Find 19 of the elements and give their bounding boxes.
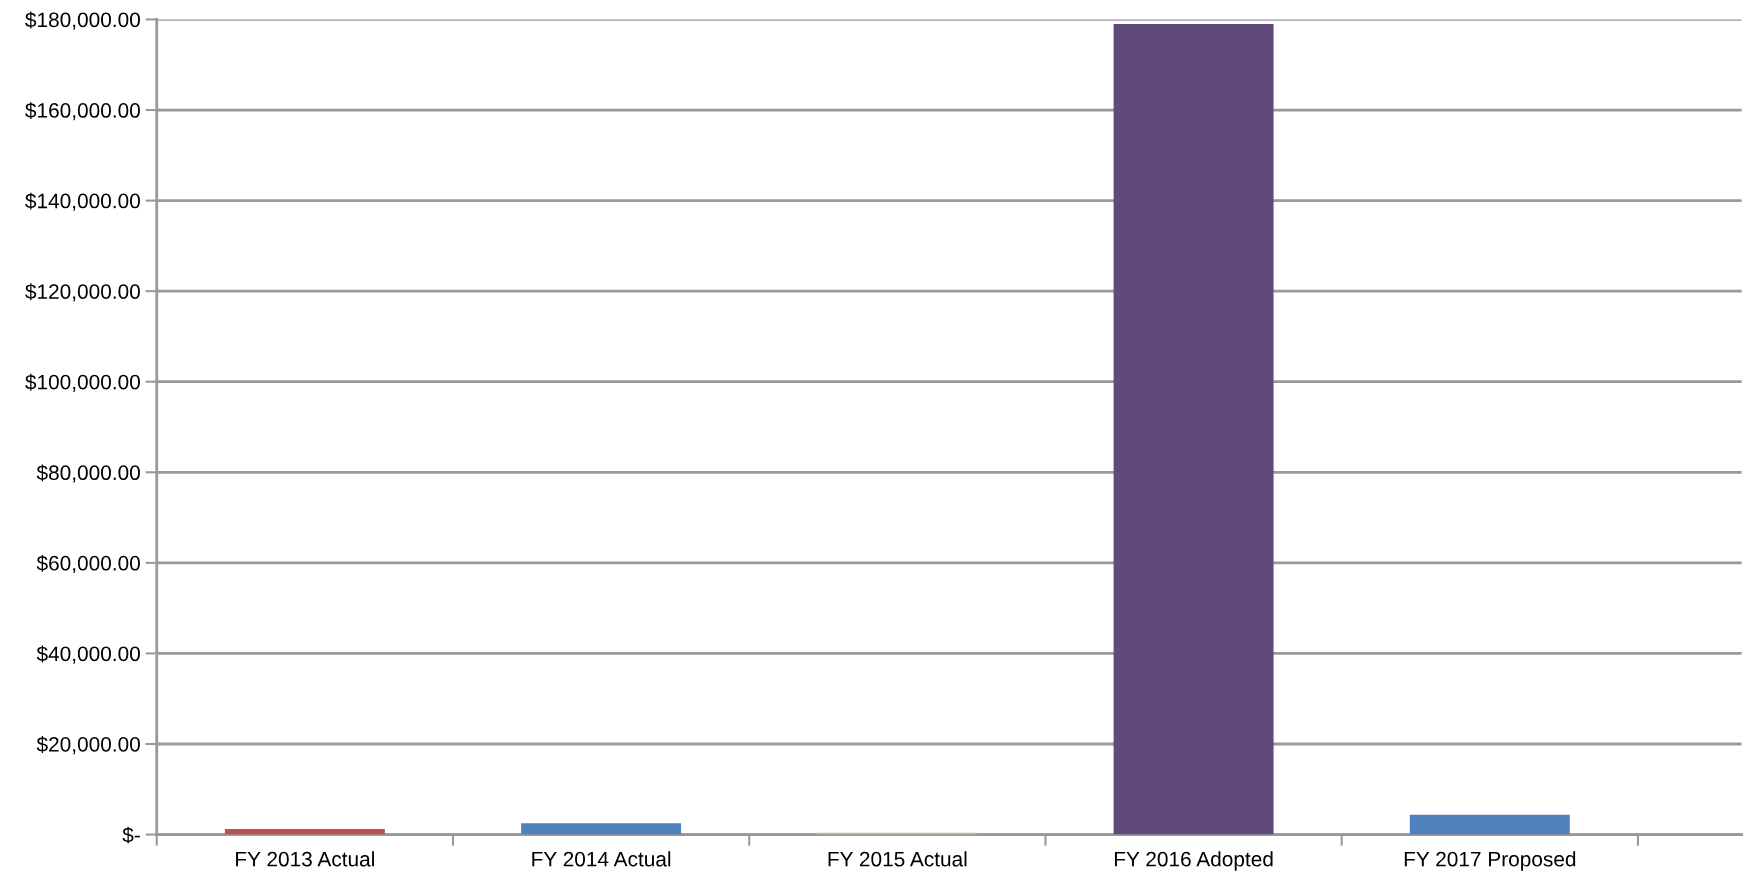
y-tick-label: $40,000.00: [36, 645, 140, 664]
y-tick-label: $-: [122, 826, 140, 844]
y-tick-label: $100,000.00: [25, 373, 140, 392]
y-tick-label: $80,000.00: [36, 464, 140, 483]
bar: [224, 829, 385, 835]
y-tick-label: $180,000.00: [25, 11, 140, 30]
x-tick-label: FY 2016 Adopted: [1114, 851, 1273, 871]
y-tick-label: $140,000.00: [25, 192, 140, 211]
x-tick-label: FY 2014 Actual: [532, 851, 671, 867]
y-tick-label: $160,000.00: [25, 102, 140, 121]
x-tick-label: FY 2017 Proposed: [1404, 851, 1576, 871]
bar: [1409, 814, 1570, 835]
x-tick-label: FY 2015 Actual: [828, 851, 967, 867]
y-tick-label: $20,000.00: [36, 736, 140, 755]
y-tick-label: $60,000.00: [36, 554, 140, 574]
bar: [1113, 24, 1274, 835]
x-tick-label: FY 2013 Actual: [236, 851, 374, 867]
bar: [521, 823, 682, 835]
y-tick-label: $120,000.00: [25, 283, 140, 302]
